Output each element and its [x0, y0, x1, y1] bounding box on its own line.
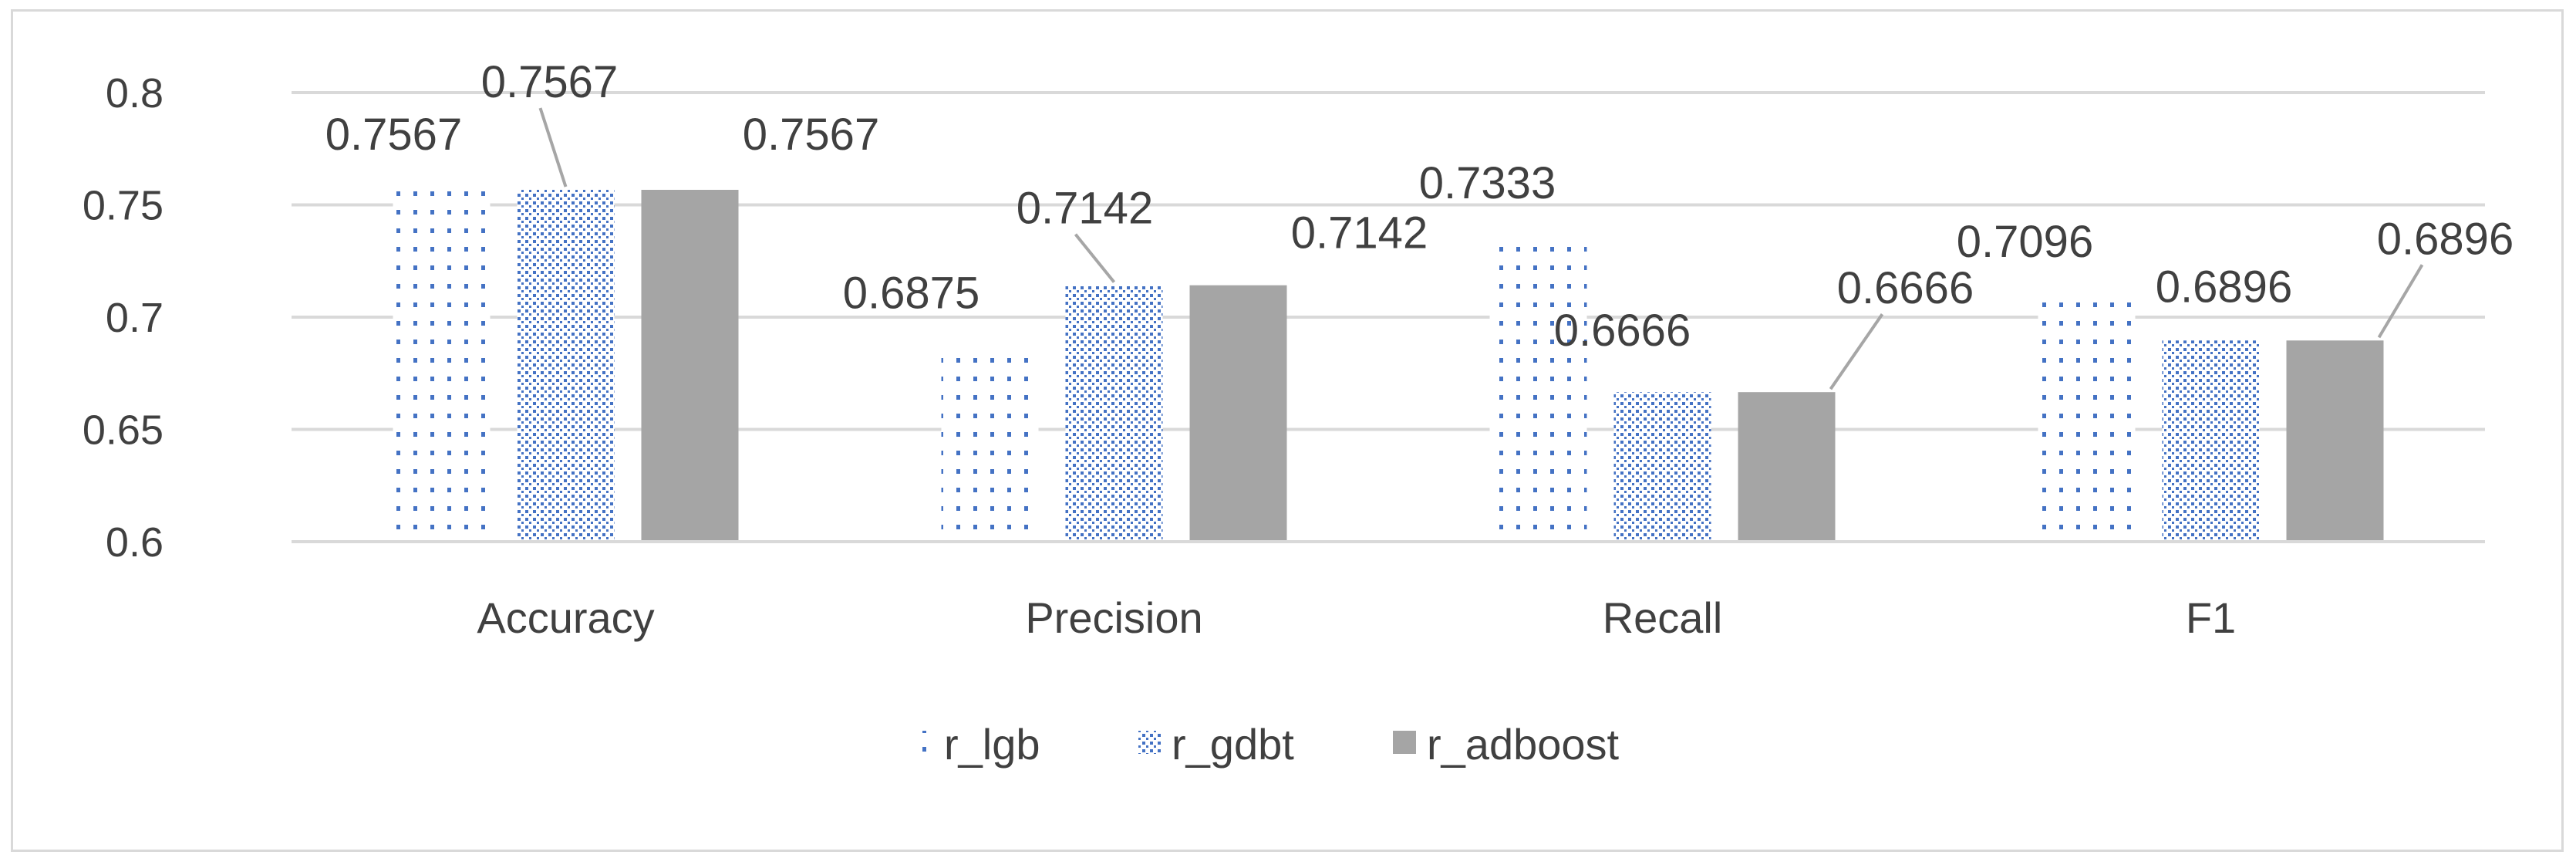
data-label: 0.6666: [1837, 263, 1974, 313]
data-label: 0.7567: [481, 57, 618, 107]
legend-swatch-r_adboost: [1393, 731, 1416, 754]
data-label: 0.6666: [1554, 306, 1691, 356]
bar-r_adboost-precision: [1189, 285, 1287, 542]
bar-r_gdbt-f1: [2162, 340, 2260, 542]
bar-r_lgb-precision: [941, 345, 1039, 542]
bar-r_gdbt-accuracy: [517, 190, 615, 542]
data-label: 0.6896: [2377, 214, 2514, 264]
y-tick-label: 0.75: [83, 183, 164, 229]
legend-label: r_adboost: [1427, 720, 1620, 769]
leader-line: [1074, 233, 1116, 283]
gridlines: [292, 91, 2485, 431]
category-label: Recall: [1603, 593, 1723, 642]
bar-r_adboost-accuracy: [641, 190, 739, 542]
data-label: 0.7096: [1957, 217, 2093, 267]
bar-r_adboost-recall: [1738, 392, 1836, 542]
y-tick-label: 0.6: [106, 519, 164, 566]
category-label: Precision: [1025, 593, 1202, 642]
y-tick-label: 0.65: [83, 407, 164, 454]
data-label: 0.6896: [2156, 262, 2292, 312]
category-label: Accuracy: [477, 593, 654, 642]
data-label: 0.7567: [325, 110, 462, 160]
data-label: 0.7567: [743, 110, 879, 160]
legend-label: r_lgb: [944, 720, 1040, 769]
data-label: 0.7142: [1291, 208, 1428, 258]
bars: [393, 190, 2384, 542]
bar-r_adboost-f1: [2286, 340, 2384, 542]
legend: r_lgb r_gdbt r_adboost: [910, 720, 1620, 769]
legend-label: r_gdbt: [1172, 720, 1294, 769]
bar-r_lgb-f1: [2038, 296, 2136, 542]
label-leader-lines: [538, 107, 2424, 390]
y-tick-label: 0.8: [106, 70, 164, 117]
data-label: 0.6875: [843, 268, 979, 318]
bar-r_gdbt-recall: [1613, 392, 1711, 542]
y-tick-label: 0.7: [106, 295, 164, 341]
bar-r_gdbt-precision: [1065, 285, 1163, 542]
x-axis-categories: Accuracy Precision Recall F1: [477, 593, 2236, 642]
leader-line: [538, 107, 568, 188]
leader-line: [2377, 264, 2424, 339]
category-label: F1: [2186, 593, 2236, 642]
legend-swatch-r_lgb: [910, 731, 933, 754]
bar-r_lgb-accuracy: [393, 190, 491, 542]
legend-swatch-r_gdbt: [1138, 731, 1161, 754]
bar-r_lgb-recall: [1489, 242, 1587, 542]
y-axis-ticks: 0.6 0.65 0.7 0.75 0.8: [83, 70, 164, 566]
data-label: 0.7333: [1419, 158, 1556, 208]
data-label: 0.7142: [1017, 184, 1153, 234]
leader-line: [1829, 313, 1884, 390]
